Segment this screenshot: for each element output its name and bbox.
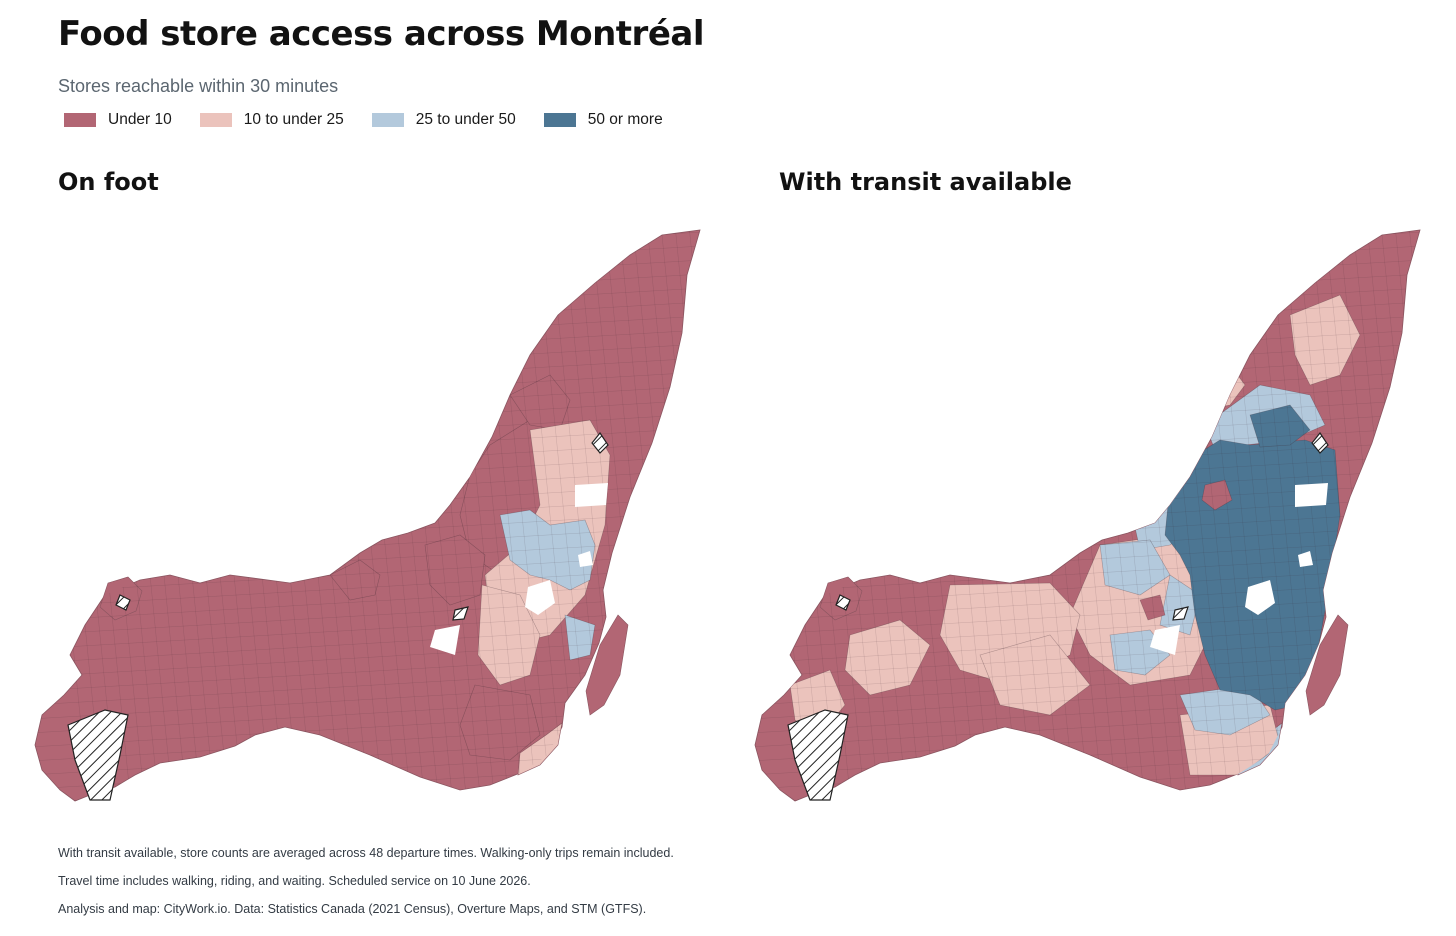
access-zone bbox=[1164, 439, 1341, 711]
access-zone bbox=[844, 619, 931, 696]
tract-line bbox=[755, 552, 1420, 594]
ile-sainte-helene bbox=[1305, 614, 1349, 716]
legend-item-under-10: Under 10 bbox=[64, 111, 172, 129]
tract-line bbox=[716, 215, 720, 815]
access-zone bbox=[1159, 574, 1201, 636]
legend-label: Under 10 bbox=[108, 111, 172, 128]
legend-label: 50 or more bbox=[587, 111, 663, 128]
legend-swatch bbox=[371, 113, 404, 127]
tract-line bbox=[1422, 215, 1440, 815]
tract-line bbox=[687, 230, 700, 801]
access-zone bbox=[329, 559, 381, 601]
panel-title-walk: On foot bbox=[58, 168, 159, 196]
tract-line bbox=[30, 215, 720, 229]
ile-sainte-helene bbox=[585, 614, 629, 716]
legend-item-10-to-25: 10 to under 25 bbox=[199, 111, 344, 129]
access-zone bbox=[477, 584, 541, 686]
tract-line bbox=[755, 230, 1420, 244]
access-zone bbox=[1249, 404, 1311, 448]
panel-title-transit: With transit available bbox=[779, 168, 1072, 196]
tract-line bbox=[750, 215, 1440, 229]
water-or-park bbox=[575, 483, 608, 507]
legend-swatch bbox=[199, 113, 232, 127]
access-zones bbox=[329, 374, 611, 761]
no-data-area bbox=[452, 606, 469, 621]
no-data-area bbox=[1172, 606, 1189, 621]
access-zone bbox=[979, 634, 1091, 716]
legend-swatch bbox=[543, 113, 576, 127]
tract-line bbox=[755, 230, 1420, 258]
water-or-park bbox=[525, 580, 555, 615]
tract-line bbox=[35, 230, 700, 258]
access-zone bbox=[509, 374, 571, 431]
tract-line bbox=[35, 230, 700, 272]
footnote-transit-averaging: With transit available, store counts are… bbox=[58, 846, 674, 860]
water-or-park bbox=[1298, 551, 1313, 567]
tract-line bbox=[35, 552, 700, 594]
tract-line bbox=[35, 608, 700, 650]
access-zone bbox=[459, 684, 541, 761]
tract-line bbox=[659, 230, 700, 801]
legend-item-25-to-50: 25 to under 50 bbox=[371, 111, 516, 129]
access-zone bbox=[1099, 539, 1171, 596]
access-zone bbox=[424, 534, 486, 606]
access-zone bbox=[1289, 294, 1361, 386]
no-data-area bbox=[115, 594, 131, 611]
no-data-area bbox=[591, 431, 609, 454]
page-title: Food store access across Montréal bbox=[58, 14, 705, 54]
tract-line bbox=[35, 230, 700, 244]
tract-line bbox=[1436, 215, 1440, 815]
tract-line bbox=[755, 566, 1420, 608]
access-zone bbox=[564, 614, 596, 661]
water-or-park bbox=[1295, 483, 1328, 507]
legend-label: 10 to under 25 bbox=[243, 111, 344, 128]
tract-line bbox=[755, 608, 1420, 650]
access-zone bbox=[1139, 594, 1166, 621]
access-zone bbox=[499, 509, 596, 591]
legend: Under 10 10 to under 25 25 to under 50 5… bbox=[64, 111, 691, 129]
water-or-park bbox=[430, 625, 460, 655]
access-zones bbox=[789, 294, 1361, 776]
no-data-area bbox=[787, 709, 849, 801]
water-or-park bbox=[1245, 580, 1275, 615]
water-or-park bbox=[1150, 625, 1180, 655]
access-zone bbox=[1201, 479, 1233, 511]
map-on-foot bbox=[30, 215, 720, 815]
no-data-area bbox=[1311, 431, 1329, 454]
footnote-source: Analysis and map: CityWork.io. Data: Sta… bbox=[58, 902, 647, 916]
tract-line bbox=[1407, 230, 1420, 801]
footnote-travel-time: Travel time includes walking, riding, an… bbox=[58, 874, 531, 888]
tract-line bbox=[35, 566, 700, 608]
water-or-park bbox=[578, 551, 593, 567]
map-with-transit bbox=[750, 215, 1440, 815]
page-subtitle: Stores reachable within 30 minutes bbox=[58, 76, 339, 96]
legend-item-50-plus: 50 or more bbox=[543, 111, 663, 129]
no-data-area bbox=[835, 594, 851, 611]
footnotes: With transit available, store counts are… bbox=[58, 846, 674, 930]
tract-line bbox=[1379, 230, 1420, 801]
tract-line bbox=[755, 230, 1420, 272]
legend-label: 25 to under 50 bbox=[415, 111, 516, 128]
no-data-area bbox=[67, 709, 129, 801]
nuns-island bbox=[517, 722, 563, 776]
tract-line bbox=[702, 215, 720, 815]
legend-swatch bbox=[64, 113, 96, 127]
